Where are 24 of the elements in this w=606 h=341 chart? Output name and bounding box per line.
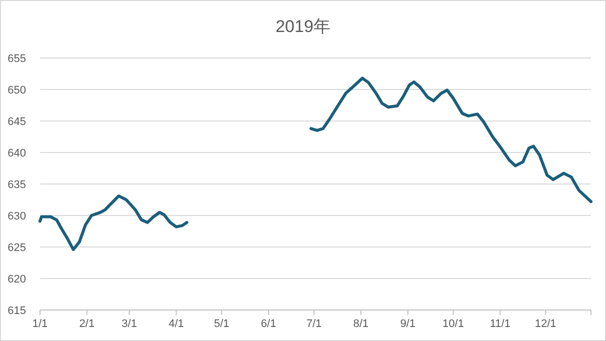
y-tick-label: 655 [8,53,26,65]
chart-title: 2019年 [276,17,330,36]
x-tick-label: 3/1 [122,318,137,330]
line-series [309,76,592,204]
y-tick-label: 615 [8,305,26,317]
y-tick-label: 625 [8,242,26,254]
y-tick-label: 650 [8,84,26,96]
x-tick-label: 8/1 [353,318,369,330]
line-series [38,194,188,252]
x-tick-label: 9/1 [400,318,416,330]
x-tick-label: 12/1 [534,318,556,330]
y-tick-label: 645 [8,116,26,128]
x-tick-label: 1/1 [32,318,48,330]
x-tick-label: 5/1 [214,318,230,330]
x-tick-label: 11/1 [490,318,510,330]
x-tick-label: 2/1 [79,318,95,330]
y-tick-label: 635 [8,179,26,191]
y-tick-label: 640 [8,148,26,160]
y-tick-label: 630 [8,210,26,222]
x-tick-label: 7/1 [306,318,322,330]
y-tick-label: 620 [8,274,26,286]
x-tick-label: 4/1 [168,318,184,330]
x-tick-label: 10/1 [442,318,464,330]
x-tick-label: 6/1 [260,318,276,330]
